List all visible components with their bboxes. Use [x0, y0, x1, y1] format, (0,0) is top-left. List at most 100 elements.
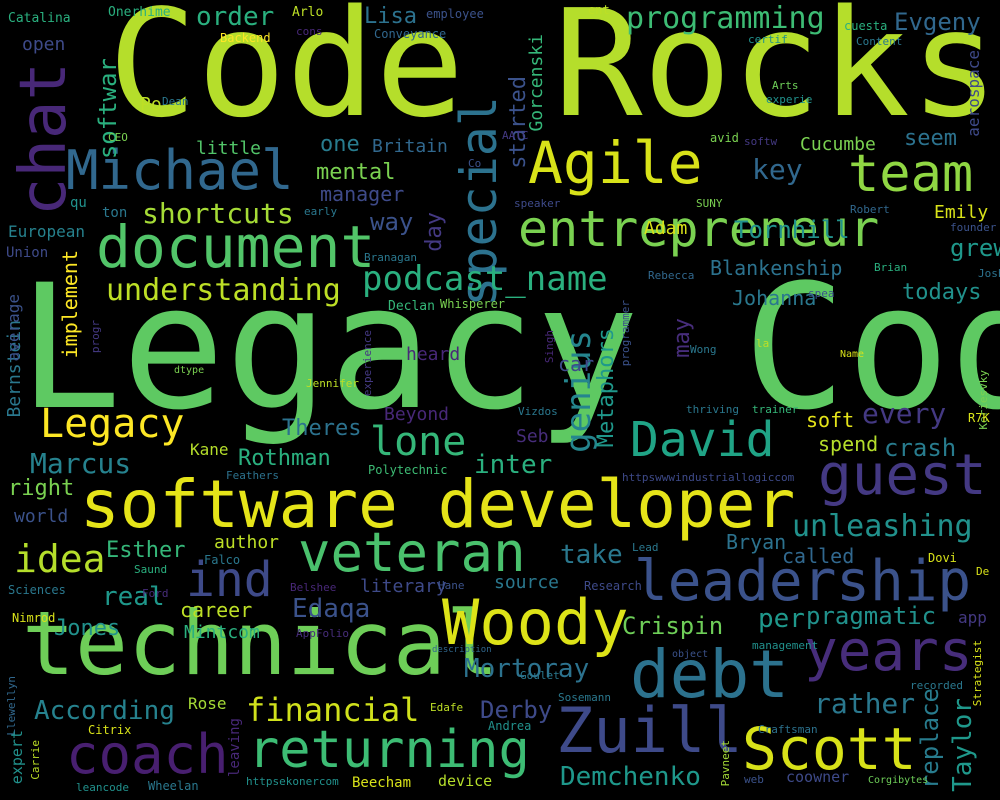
- word: spea: [808, 287, 835, 300]
- word: avid: [710, 131, 739, 145]
- word: Declan: [388, 299, 435, 314]
- word: right: [8, 476, 75, 501]
- word: According: [34, 696, 175, 726]
- word: leaving: [227, 718, 243, 778]
- word: understanding: [106, 273, 341, 308]
- word: Legacy Code: [18, 247, 1000, 448]
- word: unleashing: [792, 509, 973, 544]
- word: Theres: [282, 416, 362, 441]
- word: Evgeny: [894, 8, 981, 36]
- word: Rothman: [238, 446, 331, 471]
- word: cons: [296, 25, 323, 38]
- word: Tornhill: [734, 216, 850, 244]
- word: returning: [248, 720, 530, 780]
- word: way: [370, 208, 414, 236]
- word: idea: [14, 537, 106, 581]
- word: programmer: [619, 300, 632, 367]
- word: Whisperer: [440, 297, 506, 311]
- word: Esther: [106, 538, 186, 563]
- word: key: [752, 153, 803, 186]
- word: Llewellyn: [5, 676, 18, 736]
- word: Hane: [438, 579, 465, 592]
- word: one: [320, 132, 360, 157]
- word: rather: [814, 687, 916, 720]
- word: David: [630, 412, 775, 468]
- word: Name: [840, 349, 865, 360]
- word: SUNY: [696, 197, 723, 210]
- word: ind: [186, 552, 273, 608]
- word: take: [560, 540, 623, 570]
- word: Content: [856, 35, 903, 48]
- word: httpsekonercom: [246, 775, 339, 788]
- word: veteran: [298, 521, 526, 584]
- word: Adam: [644, 218, 688, 239]
- word: Carrie: [29, 740, 42, 780]
- word: Demchenko: [560, 762, 701, 792]
- word: author: [214, 532, 280, 553]
- word: literary: [360, 576, 447, 597]
- word: Sciences: [8, 583, 66, 597]
- word: Blankenship: [710, 256, 843, 280]
- word: seem: [904, 126, 957, 151]
- word: Woody: [442, 586, 629, 659]
- word: AATC: [502, 129, 529, 142]
- word: team: [848, 144, 974, 204]
- word: trainer: [752, 403, 799, 416]
- word: inter: [474, 450, 553, 480]
- word: Lead: [632, 541, 659, 554]
- word: experie: [766, 93, 813, 106]
- word: Corgibytes: [868, 775, 929, 786]
- word: progr: [89, 320, 102, 354]
- word: Falco: [204, 553, 241, 567]
- word: Catalina: [8, 11, 71, 26]
- word: real: [102, 582, 165, 612]
- word: app: [958, 608, 987, 627]
- word: Michael: [66, 139, 294, 202]
- word: per: [758, 604, 805, 634]
- word: coach: [66, 723, 229, 786]
- word: CEO: [108, 131, 128, 144]
- word: Agile: [528, 129, 703, 197]
- word: mental: [316, 160, 396, 185]
- word: Marcus: [30, 447, 132, 480]
- word: soft: [806, 408, 855, 432]
- word: Andrea: [488, 719, 532, 733]
- word: document: [96, 213, 376, 281]
- word: expert: [8, 730, 26, 785]
- word: shortcuts: [142, 197, 294, 230]
- word: Polytechnic: [368, 463, 448, 477]
- word: pragmatic: [806, 602, 937, 630]
- word: Craftsman: [758, 723, 818, 736]
- word: technical: [22, 592, 499, 695]
- word: coowner: [786, 768, 850, 786]
- word: experience: [361, 330, 374, 397]
- word: la: [756, 337, 770, 350]
- word: Johanna: [732, 286, 817, 310]
- word: todays: [902, 280, 982, 305]
- word: Singh: [543, 330, 556, 364]
- word: Dean: [162, 95, 189, 108]
- word: Co: [468, 157, 482, 170]
- word: Rose: [188, 694, 227, 713]
- word: Emily: [934, 202, 989, 223]
- word: Sosemann: [558, 691, 611, 704]
- word: Taylor: [948, 698, 978, 792]
- word: Derby: [480, 696, 553, 724]
- word: grew: [950, 234, 1000, 262]
- word: Belshee: [290, 581, 337, 594]
- word: Pavneet: [719, 740, 732, 787]
- word: car: [558, 352, 595, 376]
- word: Beyond: [384, 404, 450, 425]
- word: Mortoray: [464, 654, 590, 684]
- word: order: [196, 2, 275, 32]
- word: object: [672, 649, 709, 660]
- word: heard: [406, 344, 461, 365]
- word: Po: [140, 94, 162, 115]
- word: Metaphors: [594, 328, 619, 448]
- word: Branagan: [364, 251, 417, 264]
- word: Kane: [190, 440, 229, 459]
- word: crash: [884, 434, 957, 462]
- word: programming: [626, 1, 825, 36]
- word: web: [744, 773, 764, 786]
